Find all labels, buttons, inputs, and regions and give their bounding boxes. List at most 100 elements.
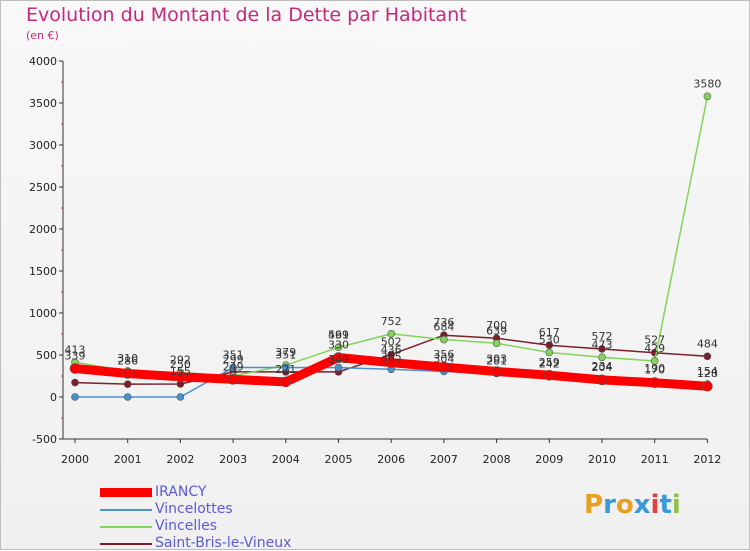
legend-label: Vincelles (155, 518, 218, 534)
logo-letter: P (584, 490, 604, 520)
data-point-vincelles (703, 92, 712, 101)
data-label: 221 (275, 363, 296, 376)
legend-item: Vincelottes (100, 501, 330, 517)
data-label: 469 (328, 328, 349, 341)
data-point-vincelottes (71, 393, 79, 401)
data-point-vincelles (492, 339, 501, 348)
data-label: 502 (381, 336, 402, 349)
y-tick-label: 1500 (29, 265, 57, 278)
data-label: 736 (433, 316, 454, 329)
data-label: 591 (328, 328, 349, 341)
data-label: 190 (644, 362, 665, 375)
data-label: 234 (592, 360, 613, 373)
x-tick-label: 2011 (641, 453, 669, 466)
data-point-irancy (438, 361, 450, 373)
y-tick-label: 500 (36, 349, 57, 362)
data-point-vincelles (440, 335, 448, 344)
data-label: 286 (117, 354, 138, 367)
data-label: 259 (539, 356, 560, 369)
x-tick-label: 2003 (219, 453, 247, 466)
y-tick-label: -500 (32, 433, 57, 446)
data-point-irancy (175, 371, 186, 383)
x-tick-label: 2005 (325, 453, 353, 466)
logo-letter: i (671, 490, 681, 520)
data-point-vincelottes (281, 363, 290, 372)
data-label: 330 (328, 339, 349, 352)
y-tick-label: 2000 (29, 223, 57, 236)
data-point-irancy (122, 368, 133, 379)
x-tick-label: 2008 (483, 453, 511, 466)
data-point-vincelottes (334, 363, 343, 372)
data-label: 349 (328, 353, 349, 366)
y-tick-label: 3000 (29, 139, 57, 152)
data-label: 281 (486, 354, 507, 367)
data-label: 242 (539, 358, 560, 371)
legend-swatch (100, 509, 152, 511)
data-label: 429 (644, 342, 665, 355)
data-label: 292 (170, 353, 191, 366)
data-label: 473 (592, 338, 613, 351)
x-tick-label: 2002 (166, 453, 194, 466)
logo-letter: o (615, 490, 634, 520)
data-label: 572 (592, 330, 613, 343)
data-label: 639 (486, 324, 507, 337)
logo-letter: x (633, 490, 651, 520)
data-label: 527 (644, 334, 665, 347)
data-point-vincelles (545, 348, 554, 357)
data-point-irancy (702, 380, 713, 392)
data-label: 128 (697, 367, 718, 380)
legend-label: IRANCY (155, 484, 207, 500)
legend-item: Vincelles (100, 518, 330, 534)
data-point-saint-bris-le-vineux (71, 378, 79, 387)
legend-swatch (100, 543, 152, 545)
data-label: 700 (486, 319, 507, 332)
legend-label: Saint-Bris-le-Vineux (155, 535, 292, 551)
chart-title: Evolution du Montant de la Dette par Hab… (26, 4, 467, 26)
data-point-irancy (596, 374, 608, 386)
y-tick-label: 2500 (29, 181, 57, 194)
x-tick-label: 2000 (61, 453, 89, 466)
data-label: 249 (223, 360, 244, 373)
data-label: 752 (381, 315, 402, 328)
chart-subtitle: (en €) (26, 29, 59, 42)
legend-swatch (100, 488, 152, 497)
data-label: 684 (433, 321, 454, 334)
logo-letter: i (650, 490, 660, 520)
data-label: 617 (539, 326, 560, 339)
data-point-vincelottes (229, 363, 237, 372)
data-point-vincelottes (176, 393, 185, 401)
data-point-saint-bris-le-vineux (703, 352, 712, 361)
data-label: 154 (697, 365, 718, 378)
data-label: 339 (65, 350, 86, 363)
data-label: 299 (223, 353, 244, 366)
legend-item: Saint-Bris-le-Vineux (100, 535, 330, 551)
data-label: 204 (592, 361, 613, 374)
data-label: 484 (697, 337, 718, 350)
x-tick-label: 2001 (114, 453, 142, 466)
logo-letter: t (659, 490, 672, 520)
x-tick-label: 2009 (535, 453, 563, 466)
x-tick-label: 2012 (693, 453, 721, 466)
data-label: 170 (644, 364, 665, 377)
y-tick-label: 3500 (29, 97, 57, 110)
data-label: 304 (433, 352, 454, 365)
y-tick-label: 1000 (29, 307, 57, 320)
data-point-saint-bris-le-vineux (123, 380, 132, 388)
x-tick-label: 2004 (272, 453, 300, 466)
legend-swatch (100, 526, 152, 528)
data-point-irancy (69, 363, 81, 374)
legend-label: Vincelottes (155, 501, 233, 517)
data-label: 250 (170, 358, 191, 371)
data-label: 356 (433, 348, 454, 361)
data-point-saint-bris-le-vineux (598, 345, 606, 353)
data-point-vincelles (387, 330, 396, 338)
data-label: 530 (539, 333, 560, 346)
data-point-irancy (333, 352, 344, 363)
x-tick-label: 2010 (588, 453, 616, 466)
data-point-irancy (385, 357, 397, 368)
data-label: 3580 (693, 77, 721, 90)
data-point-vincelles (334, 343, 343, 352)
data-label: 351 (223, 349, 244, 362)
